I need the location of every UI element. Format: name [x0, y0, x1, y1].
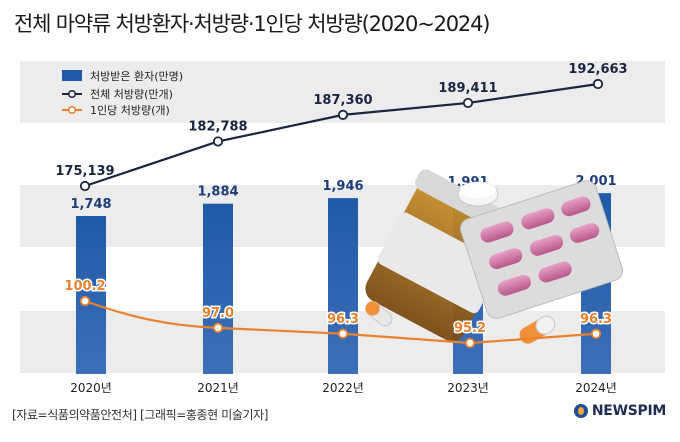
bar-value-label: 1,884 [197, 185, 238, 200]
bar [328, 198, 358, 374]
legend-swatch-bar [62, 70, 82, 81]
total-line-value-label: 182,788 [188, 119, 247, 134]
per-person-value-label: 96.3 [327, 312, 359, 327]
legend-marker-per-person [67, 105, 77, 115]
x-axis-tick-label: 2020년 [70, 381, 112, 395]
bar [203, 203, 233, 374]
total-line-point [592, 78, 604, 90]
legend-label-total: 전체 처방량(만개) [90, 88, 173, 101]
capsule-image [519, 315, 556, 344]
brand-logo: NEWSPIM [573, 403, 666, 419]
combo-chart: 처방받은 환자(만명) 전체 처방량(만개) 1인당 처방량(개) 1,748 1… [20, 61, 665, 395]
pills-illustration [365, 169, 624, 344]
per-person-line-point [79, 295, 91, 307]
per-person-line-point [337, 328, 349, 339]
bar-value-label: 1,946 [322, 179, 363, 194]
x-axis-tick-label: 2021년 [197, 381, 239, 395]
legend: 처방받은 환자(만명) 전체 처방량(만개) 1인당 처방량(개) [62, 70, 183, 117]
chart-title: 전체 마약류 처방환자·처방량·1인당 처방량(2020~2024) [14, 12, 490, 36]
total-line-value-label: 189,411 [438, 81, 497, 96]
per-person-line-point [464, 337, 476, 349]
total-line-point [337, 109, 349, 120]
per-person-value-label: 100.2 [64, 279, 105, 294]
legend-marker-total [67, 89, 77, 99]
chart-area: 처방받은 환자(만명) 전체 처방량(만개) 1인당 처방량(개) 1,748 1… [20, 61, 665, 395]
per-person-value-label: 95.2 [454, 321, 486, 336]
source-credit: [자료=식품의약품안전처] [그래픽=홍종현 미술기자] [12, 408, 269, 422]
x-axis-tick-label: 2022년 [322, 381, 364, 395]
legend-label-per-person: 1인당 처방량(개) [90, 104, 170, 117]
per-person-line-point [590, 328, 602, 339]
total-line-value-label: 175,139 [55, 164, 114, 179]
x-axis-tick-label: 2024년 [575, 381, 617, 395]
total-line-point [79, 180, 91, 192]
total-line-point [212, 136, 224, 147]
white-tablet-image [457, 181, 499, 207]
bar-value-label: 1,748 [70, 197, 111, 212]
per-person-value-label: 96.3 [580, 312, 612, 327]
brand-logo-icon [573, 404, 588, 418]
x-axis-tick-label: 2023년 [447, 381, 489, 395]
blister-pack-image [460, 180, 624, 319]
per-person-line [84, 299, 597, 345]
total-line-point [462, 97, 474, 109]
per-person-line-point [212, 322, 224, 333]
total-line-value-label: 187,360 [313, 93, 372, 108]
legend-label-patients: 처방받은 환자(만명) [90, 70, 183, 83]
brand-logo-text: NEWSPIM [591, 403, 666, 419]
per-person-value-label: 97.0 [202, 306, 234, 321]
total-line-value-label: 192,663 [568, 62, 627, 77]
capsule-image [365, 301, 393, 327]
bar [76, 216, 106, 374]
